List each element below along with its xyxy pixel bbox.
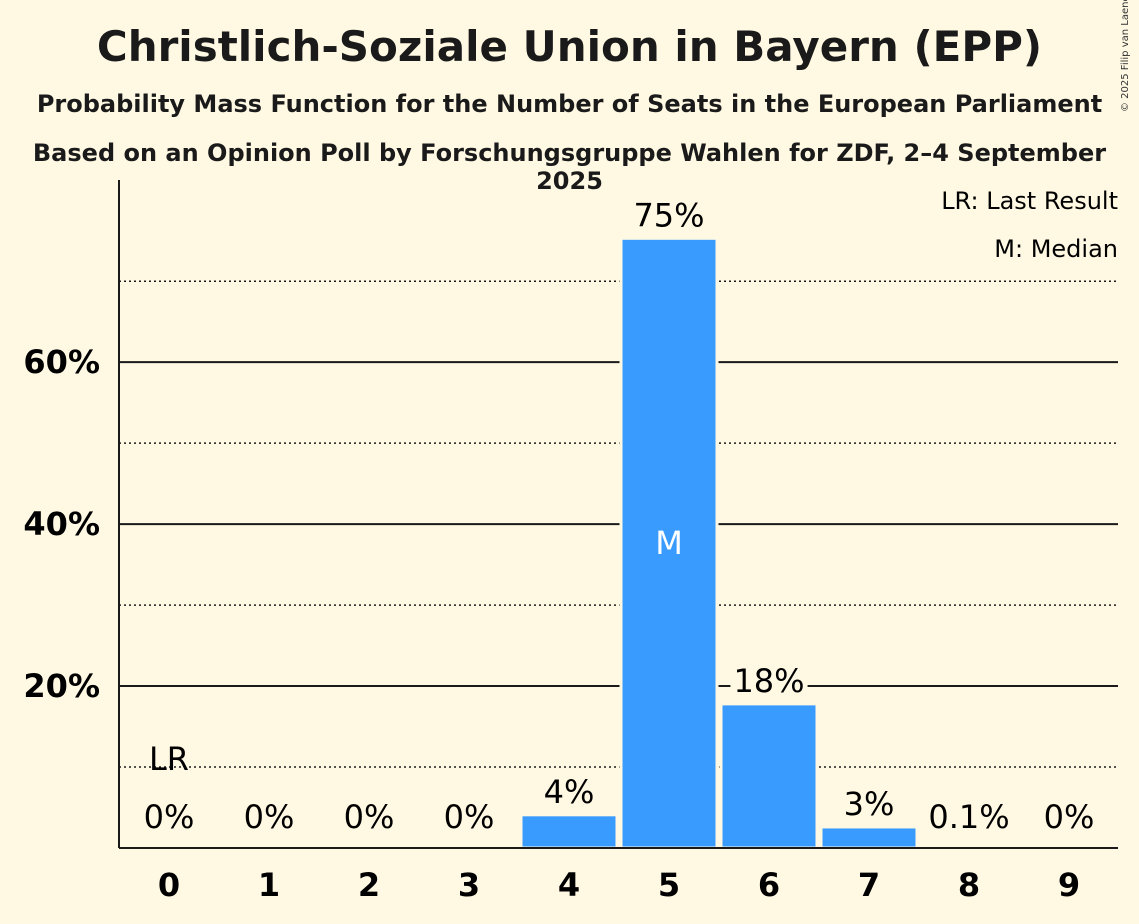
bar	[719, 702, 819, 850]
bar-label-background	[240, 798, 298, 836]
bar	[519, 813, 619, 850]
x-tick-label: 8	[958, 866, 980, 904]
bar	[619, 236, 719, 850]
last-result-marker: LR	[149, 740, 189, 778]
bar-value-label: 0.1%	[928, 798, 1009, 836]
bar-label-background	[925, 798, 1013, 836]
chart-source: Based on an Opinion Poll by Forschungsgr…	[32, 139, 1107, 195]
bar-value-label: 0%	[1044, 798, 1095, 836]
bar	[819, 825, 919, 850]
bar-value-label: 18%	[733, 662, 804, 700]
bar-label-background	[840, 784, 898, 823]
bar-label-background	[440, 798, 498, 836]
x-tick-label: 5	[658, 866, 680, 904]
bar-value-label: 0%	[144, 798, 195, 836]
legend-median: M: Median	[994, 235, 1118, 263]
bar-label-background	[1040, 798, 1098, 836]
bar-value-label: 0%	[244, 798, 295, 836]
chart-subtitle: Probability Mass Function for the Number…	[36, 90, 1103, 118]
bar-label-background	[540, 772, 598, 811]
legend-background	[937, 185, 1118, 217]
bar-label-background	[630, 196, 708, 235]
legend-background	[990, 233, 1118, 265]
x-tick-label: 2	[358, 866, 380, 904]
bar-value-label: 3%	[844, 785, 895, 823]
x-tick-label: 7	[858, 866, 880, 904]
x-tick-label: 1	[258, 866, 280, 904]
bar-value-label: 0%	[444, 798, 495, 836]
bar-value-label: 0%	[344, 798, 395, 836]
y-tick-label: 40%	[23, 505, 100, 543]
bar-label-background	[730, 661, 808, 700]
bar-label-background	[140, 798, 198, 836]
x-tick-label: 6	[758, 866, 780, 904]
y-tick-label: 20%	[23, 667, 100, 705]
y-tick-label: 60%	[23, 343, 100, 381]
bar-value-label: 4%	[544, 773, 595, 811]
legend-last-result: LR: Last Result	[941, 187, 1118, 215]
median-marker: M	[655, 524, 683, 562]
bar-label-background	[340, 798, 398, 836]
x-tick-label: 0	[158, 866, 180, 904]
x-tick-label: 9	[1058, 866, 1080, 904]
chart-title: Christlich-Soziale Union in Bayern (EPP)	[96, 22, 1043, 71]
x-tick-label: 3	[458, 866, 480, 904]
x-tick-label: 4	[558, 866, 580, 904]
bar-value-label: 75%	[633, 196, 704, 234]
